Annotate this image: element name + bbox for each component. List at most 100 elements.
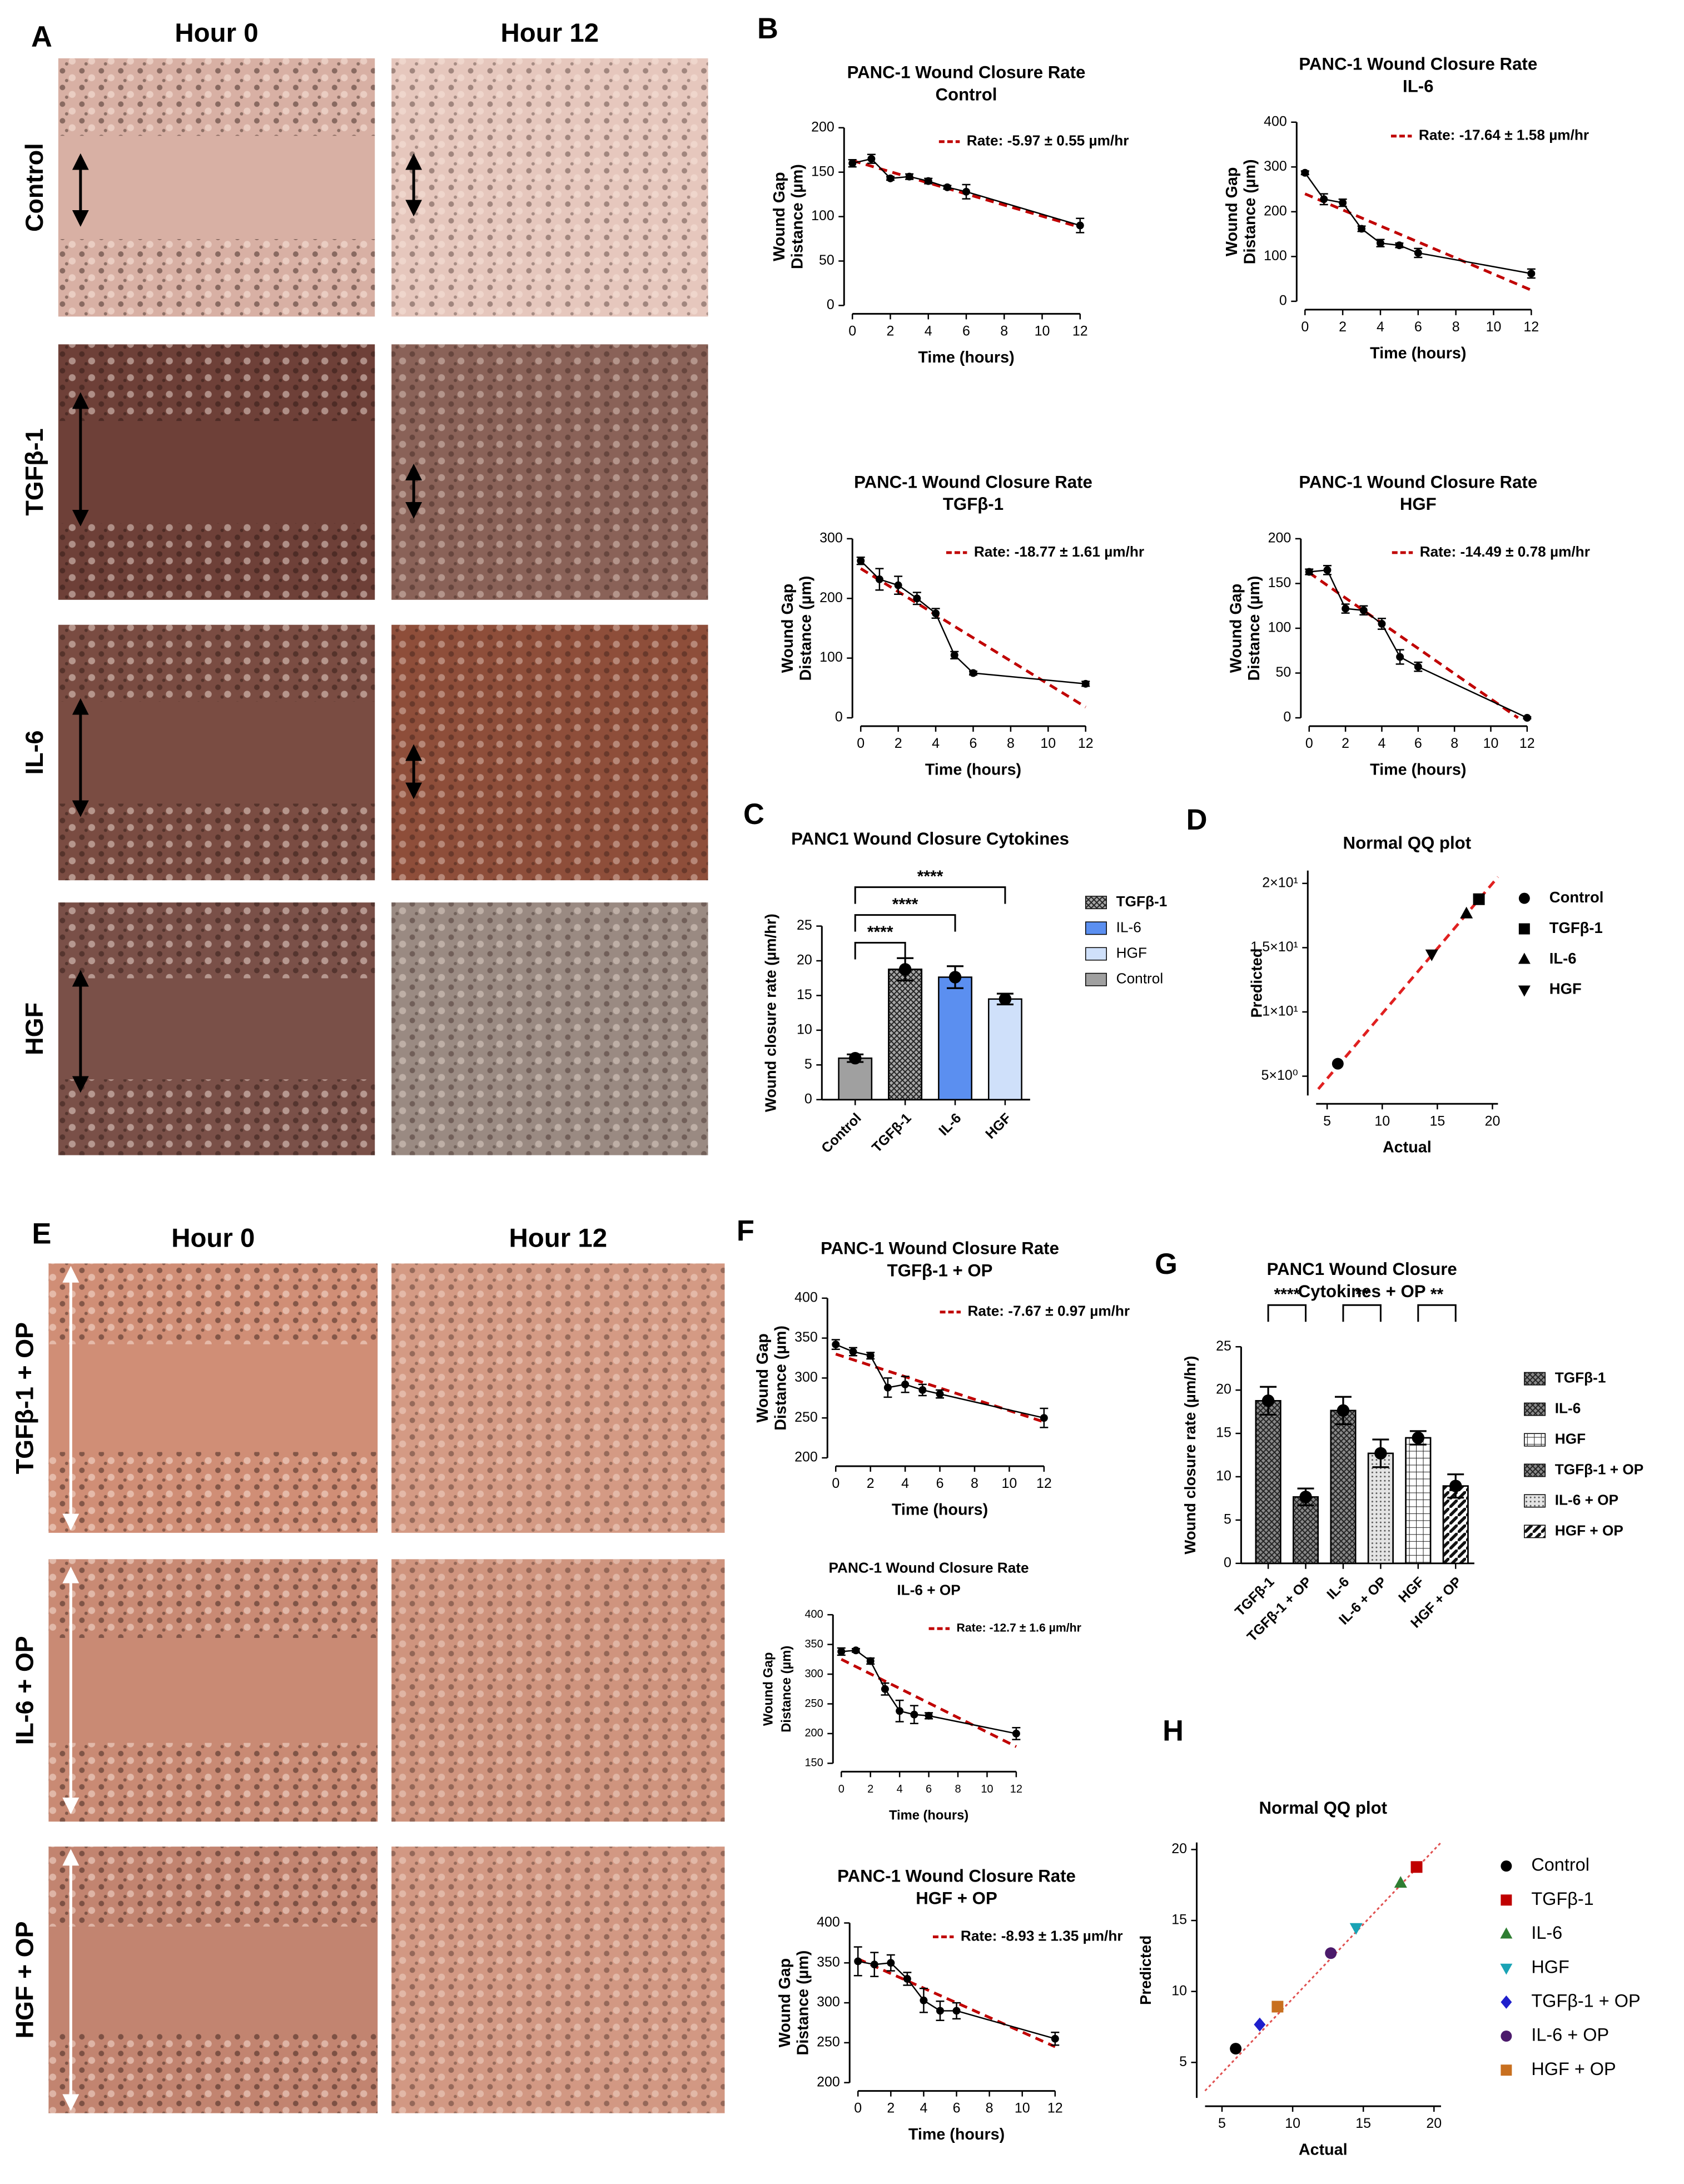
y-tick-label: 200 [817, 2074, 840, 2089]
legend-label: TGFβ-1 + OP [1531, 1991, 1640, 2011]
legend-marker [1501, 2031, 1512, 2042]
point [1325, 1947, 1337, 1959]
x-tick-label: 2 [895, 736, 902, 751]
x-tick-label: 10 [1483, 736, 1499, 751]
bar-pattern [1405, 1437, 1432, 1565]
y-tick-label: 0 [804, 1091, 812, 1106]
panel-letter: E [32, 1218, 51, 1250]
legend-label: TGFβ-1 [1531, 1889, 1593, 1909]
cell-layer [391, 902, 708, 1155]
y-tick-label: 100 [819, 649, 843, 665]
point [920, 1996, 928, 2004]
x-tick-label: 2 [887, 323, 895, 339]
point [962, 187, 970, 196]
legend-label: IL-6 + OP [1555, 1491, 1618, 1508]
y-tick-label: 100 [811, 208, 834, 224]
fit-line [835, 1352, 1045, 1423]
y-axis-label: Wound Gap [754, 1333, 772, 1423]
column-header: Hour 12 [509, 1223, 608, 1253]
point [1449, 1480, 1462, 1492]
chart-title: PANC1 Wound Closure [1267, 1259, 1457, 1279]
point [1271, 2001, 1284, 2013]
x-axis-label: Time (hours) [1370, 344, 1466, 362]
y-axis-label: Predicted [1248, 948, 1265, 1017]
column-header: Hour 12 [501, 18, 599, 48]
cell-layer [48, 1452, 378, 1533]
annotation: Rate: -5.97 ± 0.55 µm/hr [967, 132, 1129, 149]
y-axis-label: Distance (µm) [1245, 576, 1263, 681]
y-tick-label: 0 [1283, 709, 1291, 725]
point [886, 174, 895, 182]
y-tick-label: 400 [804, 1608, 823, 1620]
fit-line [1204, 1841, 1442, 2092]
x-tick-label: 5 [1323, 1113, 1331, 1129]
significance-label: ** [1355, 1285, 1369, 1304]
fit-line [857, 1957, 1056, 2048]
point [1332, 1058, 1344, 1070]
legend-label: HGF [1116, 944, 1147, 961]
data-line [1304, 172, 1532, 275]
point [1527, 269, 1536, 277]
y-axis-label: Wound Gap [779, 584, 797, 673]
point [866, 1352, 875, 1360]
point [1410, 1861, 1423, 1873]
bar-pattern [888, 969, 923, 1100]
cell-layer [58, 58, 375, 136]
row-label: Control [20, 143, 48, 232]
point [1376, 239, 1384, 247]
point [932, 609, 940, 618]
x-tick-label: 4 [901, 1476, 909, 1491]
y-tick-label: 300 [794, 1369, 818, 1385]
cell-layer [391, 624, 708, 881]
point [901, 1380, 910, 1388]
panel-letter: C [743, 798, 764, 831]
legend-marker [1500, 1927, 1513, 1939]
y-tick-label: 1×10¹ [1262, 1004, 1298, 1019]
significance-label: ** [1430, 1285, 1444, 1304]
x-tick-label: 2 [887, 2101, 895, 2116]
legend-label: IL-6 + OP [1531, 2025, 1609, 2045]
bar [987, 998, 1022, 1100]
y-tick-label: 5 [1179, 2054, 1187, 2069]
y-axis-label: Wound Gap [771, 172, 788, 261]
row-label: IL-6 + OP [10, 1636, 38, 1745]
significance-bracket [1267, 1304, 1307, 1322]
significance-bracket [854, 886, 1006, 904]
row-label: TGFβ-1 [20, 428, 48, 515]
fit-line [1317, 876, 1499, 1090]
point [1374, 1447, 1387, 1460]
x-tick-label: 0 [832, 1476, 839, 1491]
y-tick-label: 15 [1216, 1425, 1231, 1441]
chart-title: PANC-1 Wound Closure Rate [829, 1560, 1029, 1576]
point [866, 1657, 875, 1665]
legend-marker [1501, 1995, 1512, 2009]
y-axis-label: Wound Gap [762, 1652, 776, 1726]
x-tick-label: 6 [936, 1476, 944, 1491]
point [950, 651, 958, 659]
y-tick-label: 0 [835, 709, 843, 725]
legend-marker [1501, 1894, 1512, 1906]
x-tick-label: 12 [1072, 323, 1088, 339]
significance-label: **** [867, 923, 893, 941]
y-tick-label: 200 [1268, 530, 1291, 545]
y-tick-label: 250 [804, 1697, 823, 1710]
point [1412, 1431, 1425, 1445]
chart-title: PANC-1 Wound Closure Rate [854, 472, 1092, 492]
y-tick-label: 250 [794, 1409, 818, 1425]
chart-title: Normal QQ plot [1343, 833, 1472, 853]
point [857, 557, 865, 565]
point [924, 177, 932, 185]
legend-marker [1501, 1860, 1512, 1872]
point [852, 1646, 860, 1655]
panel-letter: G [1155, 1248, 1178, 1280]
y-tick-label: 150 [1268, 575, 1291, 590]
legend-swatch-pattern [1085, 896, 1107, 909]
y-tick-label: 50 [819, 252, 834, 268]
y-tick-label: 400 [794, 1289, 818, 1305]
cell-layer [58, 902, 375, 979]
y-axis-label: Wound Gap [776, 1958, 794, 2048]
point [1051, 2034, 1059, 2043]
legend-swatch [1085, 972, 1107, 986]
point [969, 669, 977, 677]
chart-title: PANC-1 Wound Closure Rate [847, 63, 1086, 82]
